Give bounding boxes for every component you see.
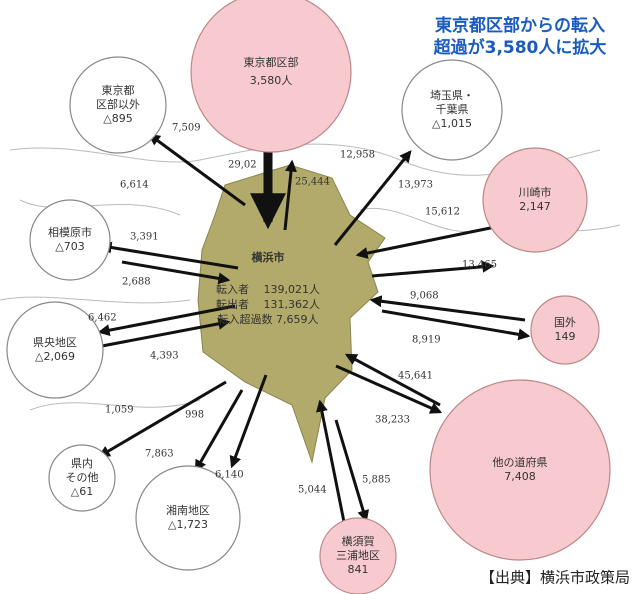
region-label: 県央地区 xyxy=(33,336,77,349)
region-label: 三浦地区 xyxy=(336,549,380,562)
region-label: 区部以外 xyxy=(96,97,140,111)
region-label: 東京都 xyxy=(102,83,135,97)
flow-arrow xyxy=(101,317,231,348)
region-value: 7,408 xyxy=(504,470,536,483)
flow-arrow xyxy=(344,353,441,407)
region-label: 埼玉県・ xyxy=(430,88,474,102)
flow-arrow xyxy=(371,260,495,278)
region-value: 841 xyxy=(348,563,369,576)
region-value: △1,015 xyxy=(432,117,472,130)
flow-value: 3,391 xyxy=(130,232,159,243)
flow-value: 2,688 xyxy=(122,277,151,288)
flow-arrow xyxy=(315,399,347,528)
flow-arrow xyxy=(121,260,231,285)
region-label: 国外 xyxy=(554,316,576,329)
center-name: 横浜市 xyxy=(252,250,285,264)
flow-value: 998 xyxy=(185,410,204,421)
region-label: 横須賀 xyxy=(342,534,375,548)
flow-value: 38,233 xyxy=(375,415,410,426)
region-circle xyxy=(429,379,611,561)
flow-arrow xyxy=(194,389,244,473)
flow-value: 6,614 xyxy=(120,180,149,191)
region-label: 他の道府県 xyxy=(493,455,548,469)
region-value: △1,723 xyxy=(168,518,208,531)
flow-value: 6,462 xyxy=(88,313,117,324)
flow-arrow xyxy=(369,295,526,322)
region-circle xyxy=(319,517,397,594)
flow-value: 6,140 xyxy=(215,470,244,481)
source: 【出典】横浜市政策局 xyxy=(480,569,630,587)
flow-arrow xyxy=(97,380,227,458)
region-value: 3,580人 xyxy=(250,74,293,87)
center-line: 転入超過数 7,659人 xyxy=(218,312,319,326)
flow-value: 9,068 xyxy=(410,291,439,302)
region-value: 149 xyxy=(555,330,576,343)
region-label: 千葉県 xyxy=(436,102,469,116)
flow-value: 7,509 xyxy=(172,123,201,134)
flow-value: 5,885 xyxy=(362,475,391,486)
flow-arrow xyxy=(333,150,412,246)
flow-arrow xyxy=(355,223,506,259)
flow-arrow xyxy=(334,419,369,523)
flow-arrow xyxy=(335,364,443,414)
region-circle xyxy=(48,444,116,512)
flow-arrow xyxy=(229,374,268,469)
flow-arrow xyxy=(97,304,236,337)
center-line: 転出者 131,362人 xyxy=(216,297,320,311)
flow-value: 45,641 xyxy=(398,371,433,382)
region-circle xyxy=(29,199,111,281)
flow-arrow xyxy=(283,159,297,231)
flow-value: 8,919 xyxy=(412,335,441,346)
region-label: 川崎市 xyxy=(519,185,552,199)
region-value: △703 xyxy=(55,240,84,253)
region-label: 東京都区部 xyxy=(244,55,299,69)
region-value: △895 xyxy=(103,112,132,125)
flow-arrow xyxy=(148,133,246,207)
flow-value: 12,958 xyxy=(340,150,375,161)
flow-value: 1,059 xyxy=(105,405,134,416)
region-value: △2,069 xyxy=(35,350,75,363)
region-circle xyxy=(530,295,600,365)
region-circle xyxy=(482,147,588,253)
flow-value: 15,612 xyxy=(425,207,460,218)
region-label: 相模原市 xyxy=(48,225,92,239)
flow-value: 4,393 xyxy=(150,351,179,362)
title-line: 超過が3,580人に拡大 xyxy=(434,37,607,58)
flow-arrow xyxy=(99,241,239,270)
region-label: 湘南地区 xyxy=(166,503,210,517)
flow-arrow xyxy=(381,309,531,341)
flow-value: 25,444 xyxy=(295,177,330,188)
flow-value: 13,973 xyxy=(398,180,433,191)
title-line: 東京都区部からの転入 xyxy=(435,15,605,36)
region-value: △61 xyxy=(71,485,93,498)
region-value: 2,147 xyxy=(519,200,551,213)
region-label: 県内 xyxy=(71,456,93,470)
region-circle xyxy=(401,59,503,161)
flow-arrows xyxy=(97,133,531,528)
region-circle xyxy=(135,465,241,571)
region-label: その他 xyxy=(66,471,99,484)
flow-value: 5,044 xyxy=(298,485,327,496)
region-circle xyxy=(6,301,104,399)
flow-value: 7,863 xyxy=(145,449,174,460)
region-circle xyxy=(69,56,167,154)
flow-value: 13,465 xyxy=(462,260,497,271)
center-line: 転入者 139,021人 xyxy=(216,283,320,296)
flow-value: 29,02 xyxy=(228,160,257,171)
region-circle xyxy=(190,0,352,153)
